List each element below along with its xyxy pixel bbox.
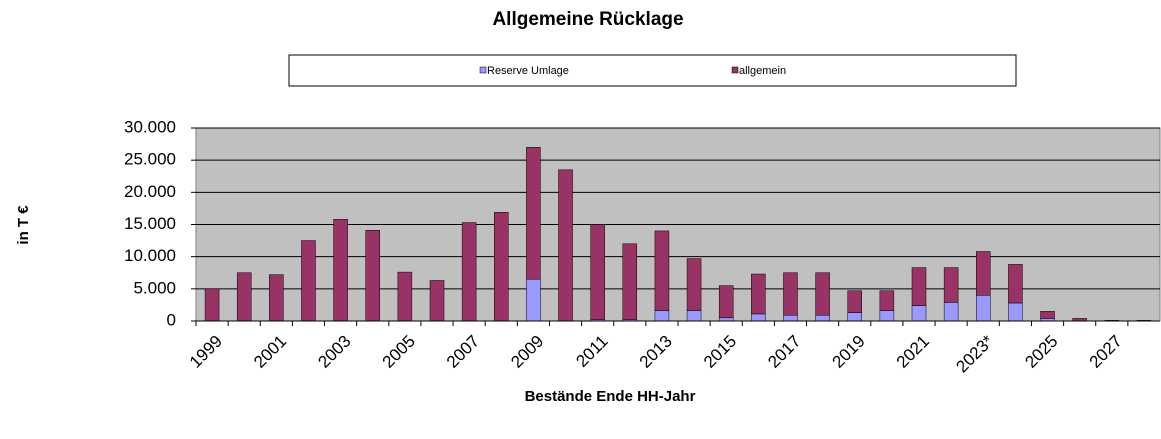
legend-label: allgemein [739,65,786,77]
legend-swatch [479,66,487,74]
y-tick-label: 15.000 [124,214,176,233]
y-tick-label: 30.000 [124,117,176,136]
x-axis-label: Bestände Ende HH-Jahr [525,388,696,405]
bar-segment [526,147,541,280]
bar-segment [751,313,766,322]
bar-segment [301,240,316,322]
x-tick-label: 2003 [314,332,354,372]
bar-segment [976,251,991,296]
x-tick-label: 2027 [1086,332,1126,372]
bar-segment [911,267,927,306]
bar-segment [879,290,895,311]
bar-segment [815,272,830,316]
y-axis-label: in T € [15,205,32,245]
bar-segment [815,314,830,322]
bar-segment [879,310,895,322]
bar-segment [622,243,638,320]
bar-segment [494,212,509,322]
y-tick-label: 25.000 [124,150,176,169]
bar-segment [526,278,541,322]
bar-segment [1008,302,1023,322]
x-tick-label: 2015 [700,332,740,372]
bar-segment [1040,311,1055,319]
x-tick-label: 2017 [764,332,804,372]
bar-segment [943,267,959,303]
y-tick-label: 10.000 [124,246,176,265]
bar-segment [397,271,413,322]
bar-segment [686,258,702,311]
bar-segment [236,272,252,322]
x-tick-label: 2013 [636,332,676,372]
x-tick-label: 2019 [829,332,869,372]
bar-segment [718,285,734,319]
legend-box [288,54,1017,87]
bar-segment [461,222,477,322]
bar-segment [847,312,862,322]
bar-segment [558,169,573,322]
bar-segment [204,288,220,322]
bar-segment [783,314,798,322]
x-tick-label: 2001 [250,332,290,372]
bar-segment [654,230,670,311]
y-tick-label: 5.000 [133,278,176,297]
bar-segment [783,272,798,316]
y-tick-label: 0 [167,310,176,329]
bar-segment [654,310,670,322]
x-tick-label: 2007 [443,332,483,372]
bar-segment [943,302,959,322]
x-tick-label: 2023* [952,331,997,376]
x-tick-label: 2009 [507,332,547,372]
x-tick-label: 1999 [186,332,226,372]
bar-segment [269,274,284,322]
legend-swatch [731,66,739,74]
bar-segment [847,290,862,313]
bar-segment [333,219,348,322]
bar-segment [1008,264,1023,304]
x-tick-label: 2005 [379,332,419,372]
bar-segment [686,310,702,322]
bar-segment [911,305,927,322]
bar-segment [590,224,605,320]
y-tick-label: 20.000 [124,182,176,201]
bar-segment [751,273,766,315]
bar-segment [429,280,445,322]
x-tick-label: 2021 [893,332,933,372]
bar-segment [365,230,380,322]
bar-segment [976,295,991,322]
x-tick-label: 2011 [572,332,611,371]
legend-label: Reserve Umlage [487,65,569,77]
x-tick-label: 2025 [1021,332,1061,372]
chart-title: Allgemeine Rücklage [492,9,683,30]
